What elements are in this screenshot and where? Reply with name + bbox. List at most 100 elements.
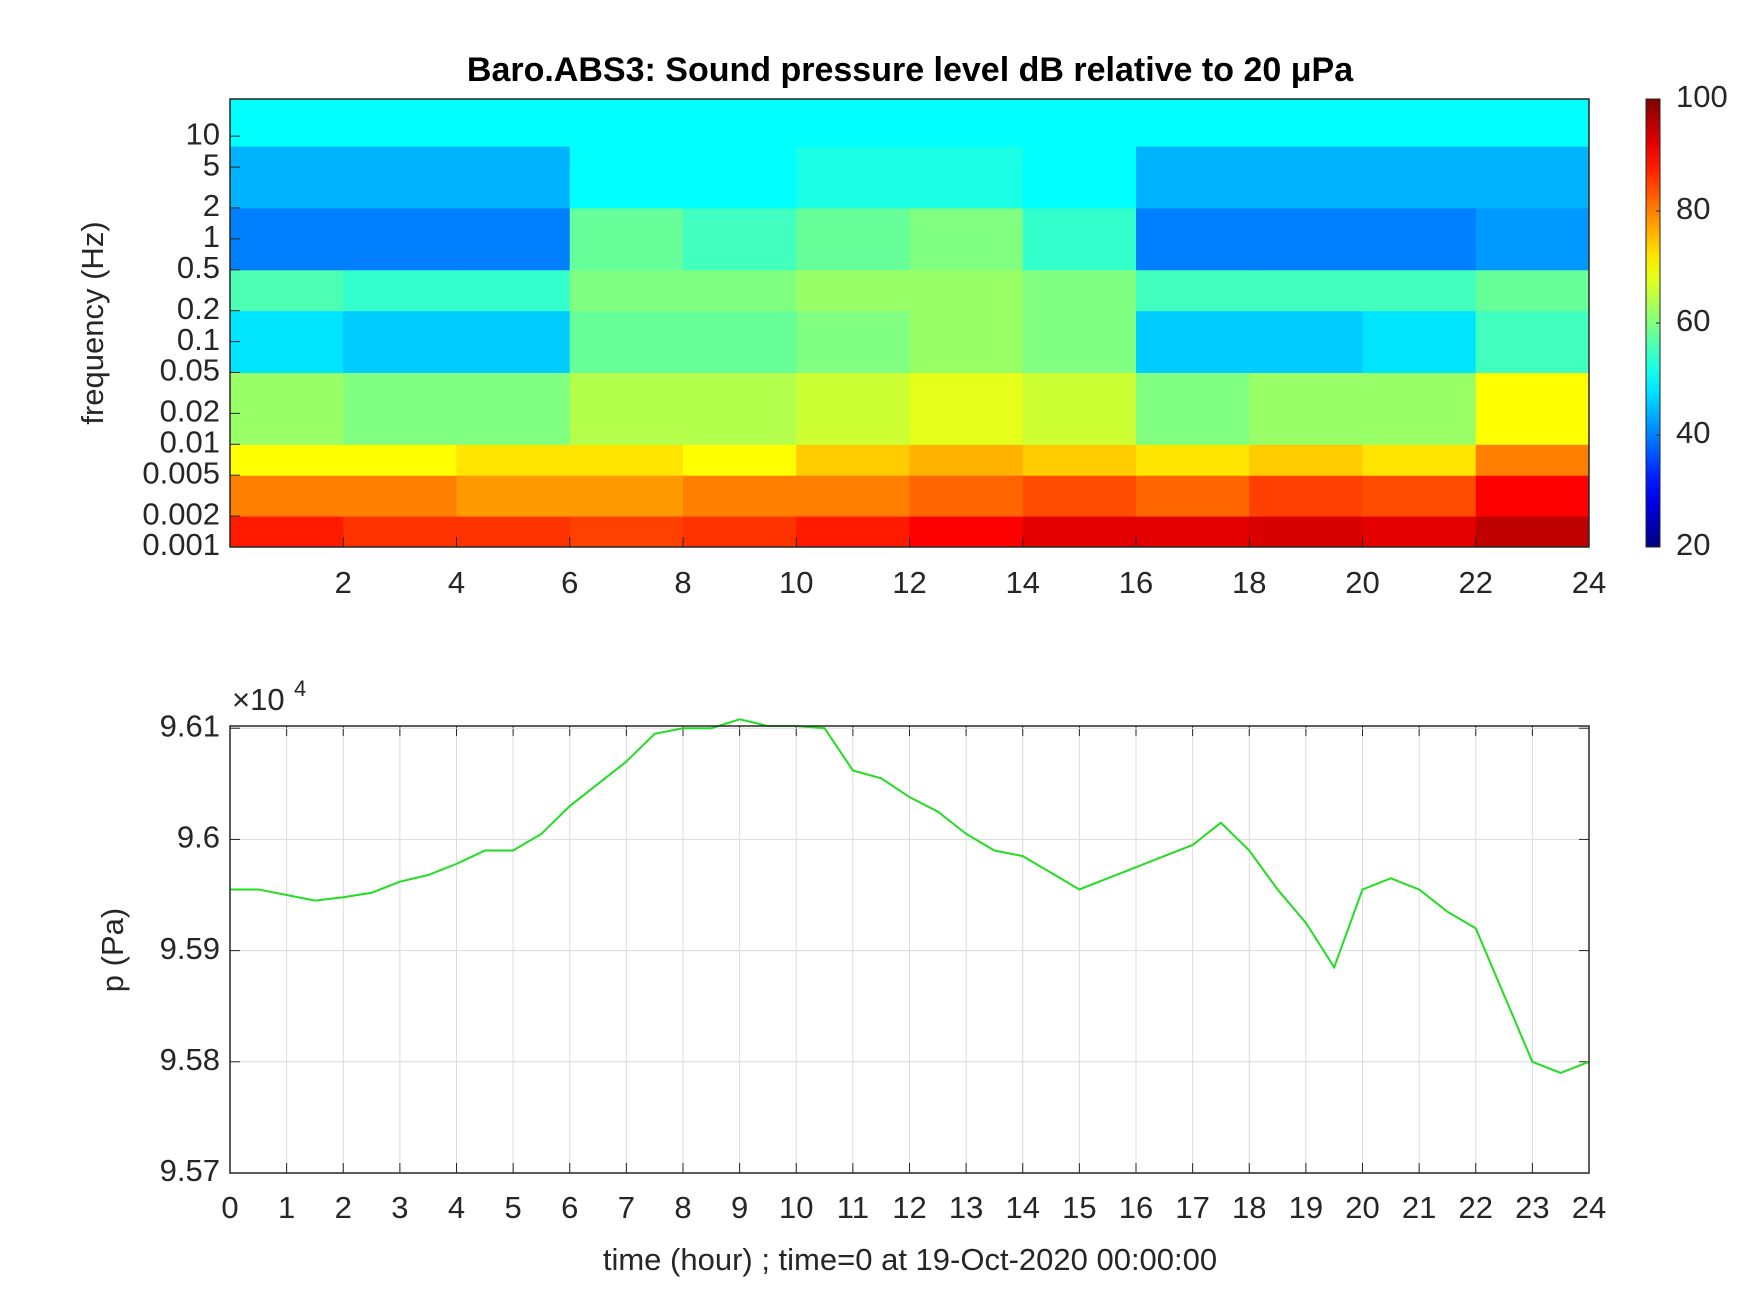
heatmap-cell xyxy=(1249,269,1363,312)
y-axis-label: frequency (Hz) xyxy=(75,221,110,424)
x-tick-label: 20 xyxy=(1345,565,1379,600)
heatmap-cell xyxy=(1249,146,1363,209)
x-tick-label: 6 xyxy=(561,565,578,600)
heatmap-cell xyxy=(909,99,1024,147)
colorbar-tick-label: 80 xyxy=(1676,191,1710,226)
heatmap-cell xyxy=(343,516,457,548)
colorbar-tick-label: 20 xyxy=(1676,527,1710,562)
heatmap-cell xyxy=(796,269,910,312)
heatmap-cell xyxy=(683,310,797,373)
heatmap-cell xyxy=(569,475,684,517)
x-tick-label: 9 xyxy=(731,1190,748,1225)
heatmap-cell xyxy=(569,207,684,271)
heatmap-cell xyxy=(569,99,684,147)
heatmap-cell xyxy=(1475,99,1590,147)
heatmap-cell xyxy=(569,146,684,209)
colorbar-tick-label: 40 xyxy=(1676,415,1710,450)
heatmap-cell xyxy=(1022,146,1137,209)
x-tick-label: 24 xyxy=(1572,565,1606,600)
y-tick-label: 0.005 xyxy=(142,455,220,490)
heatmap-cell xyxy=(230,475,344,517)
heatmap-cell xyxy=(456,475,571,517)
heatmap-cell xyxy=(796,310,910,373)
heatmap-cell xyxy=(343,207,457,271)
heatmap-cell xyxy=(1475,207,1590,271)
heatmap-cell xyxy=(683,269,797,312)
heatmap-cell xyxy=(1475,444,1590,476)
plot-frame xyxy=(229,725,1590,1174)
y-tick-label: 2 xyxy=(203,188,220,223)
x-tick-label: 4 xyxy=(448,565,465,600)
x-tick-label: 3 xyxy=(391,1190,408,1225)
y-tick-label: 0.1 xyxy=(177,322,220,357)
x-tick-label: 22 xyxy=(1459,1190,1493,1225)
x-tick-label: 22 xyxy=(1459,565,1493,600)
heatmap-cell xyxy=(456,269,571,312)
heatmap-cell xyxy=(683,146,797,209)
heatmap-cell xyxy=(230,269,344,312)
heatmap-cell xyxy=(1249,372,1363,445)
y-tick-label: 0.002 xyxy=(142,496,220,531)
heatmap-cell xyxy=(1362,475,1477,517)
heatmap-cell xyxy=(796,516,910,548)
heatmap-cell xyxy=(683,444,797,476)
heatmap-cell xyxy=(909,475,1024,517)
heatmap-cell xyxy=(683,99,797,147)
heatmap-cell xyxy=(909,269,1024,312)
y-tick-label: 0.05 xyxy=(160,353,220,388)
heatmap-cell xyxy=(230,516,344,548)
heatmap-cell xyxy=(1022,207,1137,271)
heatmap-cell xyxy=(1475,146,1590,209)
heatmap-cell xyxy=(230,310,344,373)
x-tick-label: 24 xyxy=(1572,1190,1606,1225)
heatmap-cell xyxy=(343,372,457,445)
heatmap-cell xyxy=(1136,310,1250,373)
heatmap-cell xyxy=(796,146,910,209)
heatmap-cell xyxy=(569,310,684,373)
heatmap-cell xyxy=(1022,99,1137,147)
y-tick-label: 0.5 xyxy=(177,250,220,285)
heatmap-cell xyxy=(683,475,797,517)
heatmap-cell xyxy=(230,372,344,445)
heatmap-cell xyxy=(230,444,344,476)
heatmap-cell xyxy=(683,372,797,445)
heatmap-cell xyxy=(909,516,1024,548)
heatmap-cell xyxy=(796,444,910,476)
heatmap-cell xyxy=(1022,269,1137,312)
heatmap-cell xyxy=(1136,516,1250,548)
heatmap-cell xyxy=(1362,99,1477,147)
y-tick-label: 0.01 xyxy=(160,424,220,459)
heatmap-cell xyxy=(230,99,344,147)
y-tick-label: 9.6 xyxy=(177,820,220,855)
heatmap-cell xyxy=(343,99,457,147)
heatmap-cell xyxy=(1362,444,1477,476)
heatmap-cell xyxy=(796,475,910,517)
x-axis-label: time (hour) ; time=0 at 19-Oct-2020 00:0… xyxy=(603,1242,1217,1277)
colorbar-tick-label: 100 xyxy=(1676,79,1728,114)
x-tick-label: 11 xyxy=(837,1190,869,1225)
y-tick-label: 5 xyxy=(203,147,220,182)
heatmap-cell xyxy=(909,207,1024,271)
heatmap-cell xyxy=(1136,269,1250,312)
heatmap-cell xyxy=(1249,207,1363,271)
heatmap-cell xyxy=(569,269,684,312)
x-tick-label: 1 xyxy=(278,1190,295,1225)
heatmap-cell xyxy=(456,310,571,373)
y-tick-label: 0.2 xyxy=(177,291,220,326)
heatmap-cell xyxy=(569,372,684,445)
heatmap-cell xyxy=(1475,372,1590,445)
heatmap-cell xyxy=(909,372,1024,445)
heatmap-cell xyxy=(456,146,571,209)
y-tick-label: 0.02 xyxy=(160,394,220,429)
y-exponent-base: ×10 xyxy=(232,682,285,717)
x-tick-label: 2 xyxy=(335,1190,352,1225)
x-tick-label: 19 xyxy=(1289,1190,1323,1225)
y-tick-label: 9.58 xyxy=(160,1042,220,1077)
x-tick-label: 21 xyxy=(1402,1190,1436,1225)
y-tick-label: 0.001 xyxy=(142,527,220,562)
chart-title: Baro.ABS3: Sound pressure level dB relat… xyxy=(467,51,1354,89)
x-tick-label: 7 xyxy=(618,1190,635,1225)
x-tick-label: 12 xyxy=(892,1190,926,1225)
heatmap-cell xyxy=(1362,207,1477,271)
